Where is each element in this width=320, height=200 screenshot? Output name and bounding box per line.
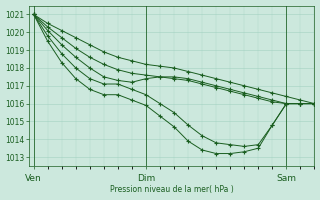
X-axis label: Pression niveau de la mer( hPa ): Pression niveau de la mer( hPa )	[110, 185, 234, 194]
